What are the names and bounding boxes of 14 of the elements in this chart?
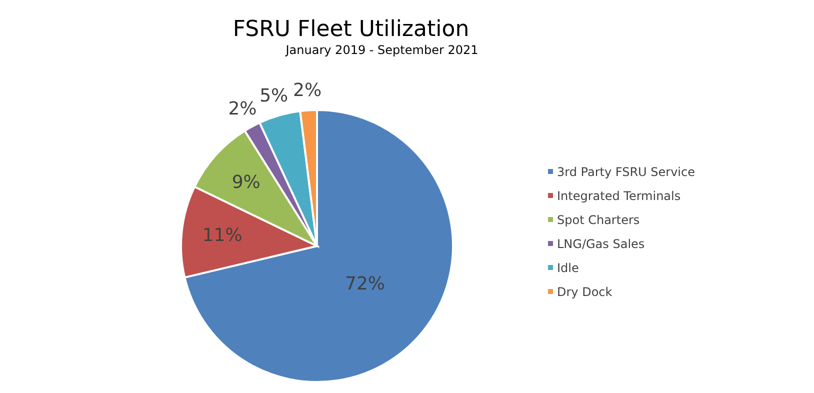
data-label: 11% (202, 225, 242, 246)
data-label: 5% (260, 86, 288, 107)
legend-label: Dry Dock (557, 285, 612, 299)
legend-label: 3rd Party FSRU Service (557, 165, 695, 179)
chart-title: FSRU Fleet Utilization (232, 17, 470, 42)
legend-label: Spot Charters (557, 213, 640, 227)
legend-label: Idle (557, 261, 579, 275)
legend-label: Integrated Terminals (557, 189, 681, 203)
data-label: 2% (228, 98, 257, 120)
data-label: 2% (293, 80, 322, 101)
chart-subtitle: January 2019 - September 2021 (284, 43, 478, 57)
data-label: 72% (345, 273, 386, 294)
legend-label: LNG/Gas Sales (557, 237, 645, 251)
data-label: 9% (232, 172, 260, 193)
